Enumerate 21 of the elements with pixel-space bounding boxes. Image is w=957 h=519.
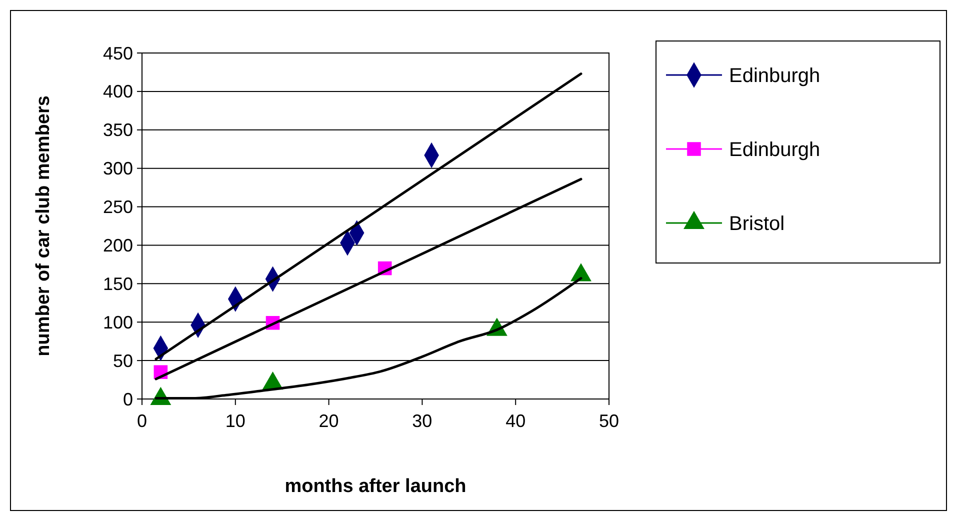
y-tick-label: 300 bbox=[102, 158, 133, 179]
x-tick-label: 20 bbox=[318, 411, 339, 431]
y-tick-label: 350 bbox=[102, 120, 133, 140]
x-axis-title: months after launch bbox=[284, 476, 466, 497]
x-tick-label: 10 bbox=[225, 411, 246, 431]
y-tick-label: 450 bbox=[102, 43, 133, 64]
x-tick-label: 30 bbox=[412, 411, 432, 431]
legend-label: Edinburgh bbox=[729, 65, 820, 87]
x-tick-label: 40 bbox=[506, 411, 526, 431]
y-axis-title: number of car club members bbox=[33, 96, 54, 356]
x-tick-label: 0 bbox=[136, 411, 148, 431]
y-tick-label: 250 bbox=[102, 197, 133, 218]
x-tick-label: 50 bbox=[598, 411, 620, 431]
y-tick-label: 50 bbox=[112, 350, 133, 371]
y-tick-label: 200 bbox=[102, 236, 133, 256]
y-tick-label: 150 bbox=[102, 274, 133, 294]
legend-label: Edinburgh bbox=[729, 139, 820, 161]
legend-label: Bristol bbox=[729, 213, 785, 235]
y-tick-label: 400 bbox=[102, 82, 133, 102]
y-tick-label: 100 bbox=[102, 312, 133, 332]
y-tick-label: 0 bbox=[122, 389, 133, 410]
